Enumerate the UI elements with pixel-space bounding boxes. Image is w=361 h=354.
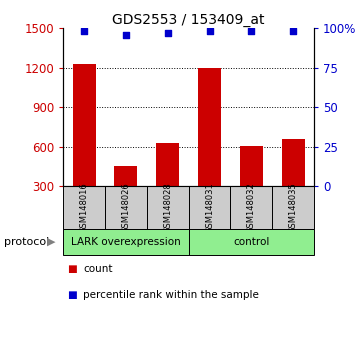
Text: GSM148032: GSM148032: [247, 182, 256, 233]
Bar: [63, 229, 188, 255]
Text: ■: ■: [67, 264, 77, 274]
Text: protocol: protocol: [4, 237, 49, 247]
Text: ▶: ▶: [47, 237, 56, 247]
Text: count: count: [83, 264, 113, 274]
Point: [248, 29, 254, 34]
Text: GSM148035: GSM148035: [289, 182, 298, 233]
Text: GSM148031: GSM148031: [205, 182, 214, 233]
Bar: [230, 186, 272, 229]
Title: GDS2553 / 153409_at: GDS2553 / 153409_at: [112, 13, 265, 27]
Bar: [188, 229, 314, 255]
Text: LARK overexpression: LARK overexpression: [71, 237, 181, 247]
Text: control: control: [233, 237, 270, 247]
Text: GSM148016: GSM148016: [79, 182, 88, 233]
Bar: [198, 68, 221, 186]
Bar: [63, 186, 105, 229]
Point: [123, 32, 129, 38]
Bar: [240, 146, 263, 186]
Bar: [188, 186, 230, 229]
Point: [81, 29, 87, 34]
Bar: [156, 143, 179, 186]
Text: GSM148028: GSM148028: [163, 182, 172, 233]
Bar: [73, 64, 96, 186]
Point: [290, 29, 296, 34]
Point: [165, 30, 171, 36]
Text: ■: ■: [67, 290, 77, 299]
Bar: [147, 186, 188, 229]
Point: [206, 29, 212, 34]
Bar: [282, 139, 305, 186]
Bar: [114, 166, 138, 186]
Bar: [272, 186, 314, 229]
Bar: [105, 186, 147, 229]
Text: percentile rank within the sample: percentile rank within the sample: [83, 290, 259, 299]
Text: GSM148026: GSM148026: [121, 182, 130, 233]
